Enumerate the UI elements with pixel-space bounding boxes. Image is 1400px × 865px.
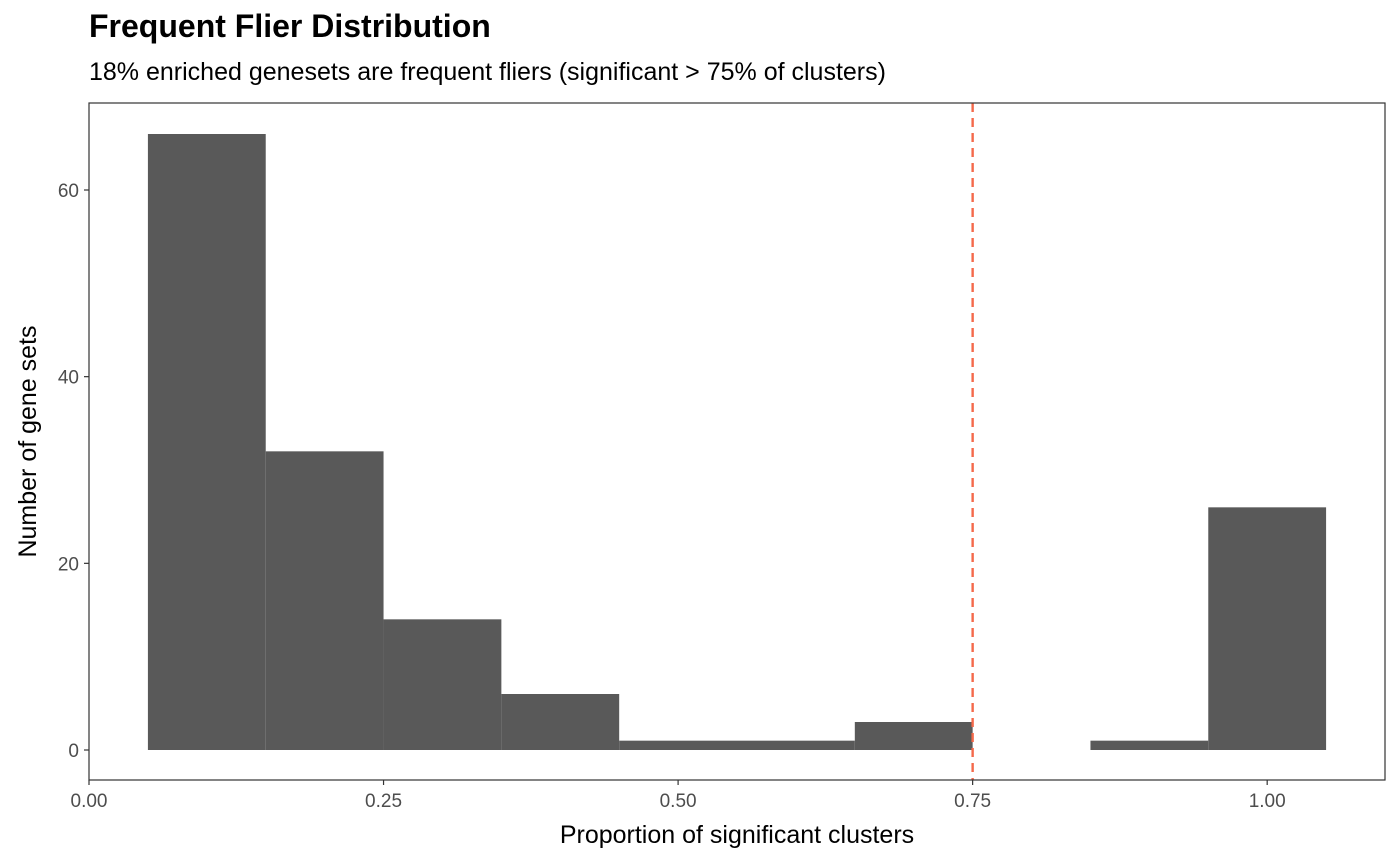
- histogram-bar-6: [854, 722, 973, 750]
- x-tick-label: 0.75: [954, 791, 991, 812]
- histogram-bar-3: [501, 694, 620, 750]
- x-axis-title: Proportion of significant clusters: [560, 821, 914, 849]
- y-axis-title: Number of gene sets: [14, 325, 42, 557]
- x-axis: 0.00 0.25 0.50 0.75 1.00: [71, 780, 1286, 812]
- histogram-bar-8: [1090, 740, 1209, 750]
- histogram-bar-0: [147, 134, 266, 750]
- histogram-bar-4: [619, 740, 737, 750]
- chart-title: Frequent Flier Distribution: [89, 8, 491, 44]
- y-tick-label: 40: [58, 368, 79, 389]
- plot-panel-border: [88, 102, 1386, 781]
- y-tick-label: 20: [58, 554, 79, 575]
- histogram-bar-9: [1208, 507, 1327, 750]
- x-tick-label: 0.25: [365, 791, 402, 812]
- x-tick-label: 0.50: [660, 791, 697, 812]
- histogram-bar-5: [737, 740, 855, 750]
- x-tick-label: 1.00: [1249, 791, 1286, 812]
- histogram-bar-1: [265, 451, 384, 750]
- x-tick-label: 0.00: [71, 791, 108, 812]
- y-tick-label: 0: [68, 741, 79, 762]
- histogram-bar-2: [383, 619, 502, 750]
- chart-subtitle: 18% enriched genesets are frequent flier…: [89, 58, 886, 86]
- y-tick-label: 60: [58, 181, 79, 202]
- histogram-bars: [147, 134, 1327, 750]
- y-axis: 0 20 40 60: [58, 181, 89, 762]
